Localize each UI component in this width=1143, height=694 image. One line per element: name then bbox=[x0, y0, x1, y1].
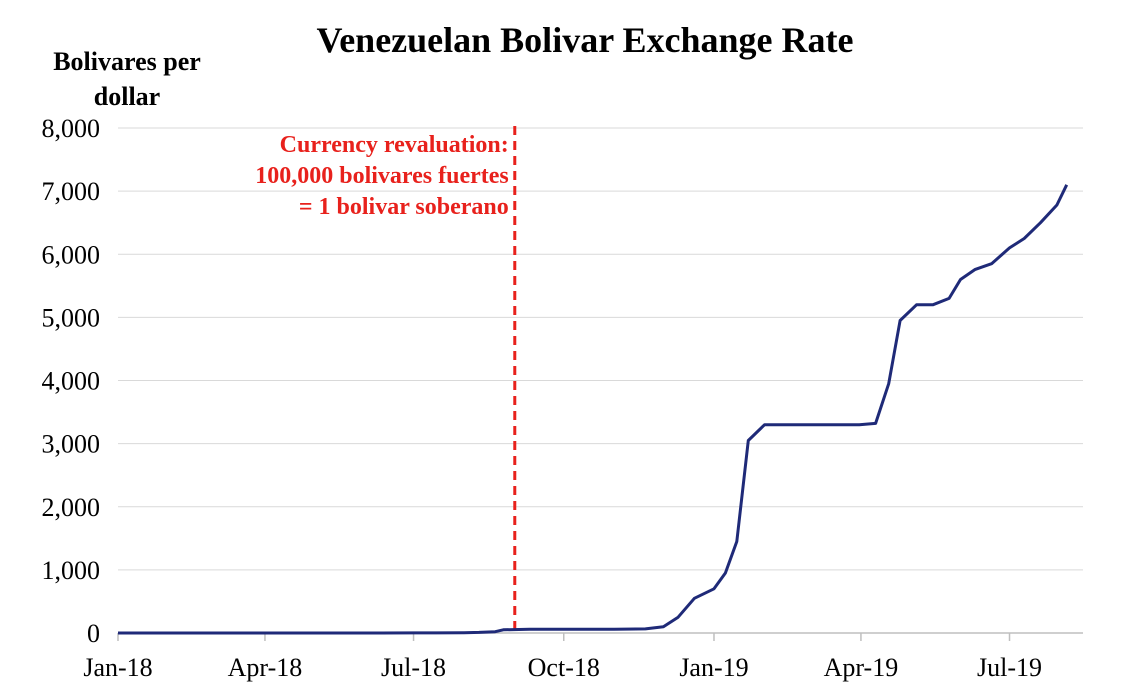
y-axis-label-line-2: dollar bbox=[94, 82, 160, 111]
annotation-line-1: Currency revaluation: bbox=[280, 132, 509, 158]
series-line bbox=[118, 184, 1069, 635]
x-tick-label: Jul-18 bbox=[381, 653, 446, 682]
y-tick-label: 8,000 bbox=[42, 114, 101, 143]
y-axis-label-line-1: Bolivares per bbox=[53, 47, 201, 76]
y-tick-label: 0 bbox=[87, 619, 100, 648]
x-tick-label: Jul-19 bbox=[977, 653, 1042, 682]
y-tick-label: 1,000 bbox=[42, 556, 101, 585]
x-tick-label: Jan-18 bbox=[83, 653, 152, 682]
y-tick-label: 5,000 bbox=[42, 303, 101, 332]
x-tick-label: Apr-19 bbox=[824, 653, 899, 682]
x-axis-ticks: Jan-18 Apr-18 Jul-18 Oct-18 Jan-19 Apr-19 Jul-… bbox=[83, 633, 1042, 682]
annotation-line-2: 100,000 bolivares fuertes bbox=[255, 163, 509, 189]
y-axis-ticks: 0 1,000 2,000 3,000 4,000 5,000 6,000 7,000 8,00… bbox=[42, 114, 101, 648]
x-tick-label: Jan-19 bbox=[679, 653, 748, 682]
x-tick-label: Apr-18 bbox=[228, 653, 303, 682]
chart-title: Venezuelan Bolivar Exchange Rate bbox=[317, 20, 854, 60]
revaluation-annotation: Currency revaluation: 100,000 bolivares … bbox=[255, 126, 517, 633]
y-tick-label: 3,000 bbox=[42, 430, 101, 459]
y-tick-label: 6,000 bbox=[42, 240, 101, 269]
gridlines bbox=[118, 127, 1083, 571]
y-tick-label: 2,000 bbox=[42, 493, 101, 522]
x-tick-label: Oct-18 bbox=[528, 653, 600, 682]
y-tick-label: 7,000 bbox=[42, 177, 101, 206]
annotation-line-3: = 1 bolivar soberano bbox=[299, 194, 509, 220]
y-tick-label: 4,000 bbox=[42, 367, 101, 396]
